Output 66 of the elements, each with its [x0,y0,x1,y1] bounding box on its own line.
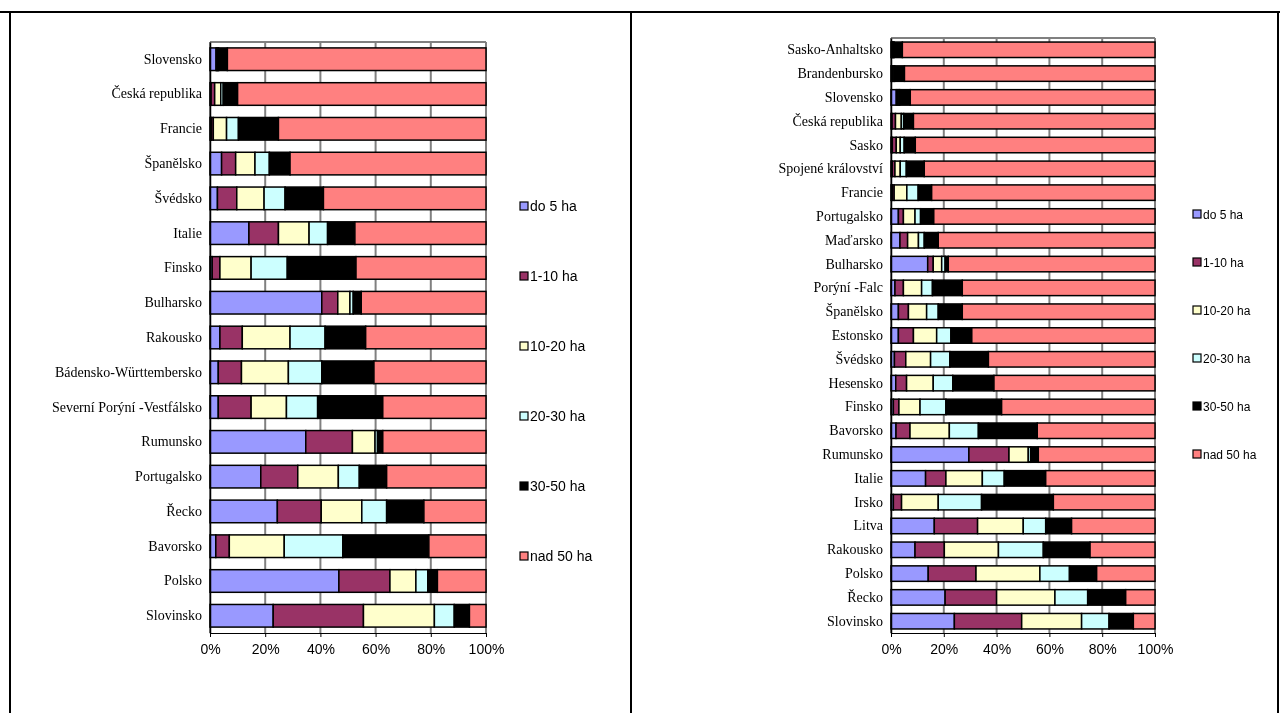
y-tick-label: Slovinsko [826,613,883,629]
y-tick-label: Řecko [847,588,883,605]
y-tick-label: Slovinsko [145,608,202,624]
y-tick-label: Irsko [854,494,883,510]
x-tick-label: 80% [1088,641,1117,657]
y-tick-label: Rakousko [827,542,883,558]
y-tick-label: Španělsko [825,303,883,320]
y-tick-label: Portugalsko [135,469,202,485]
y-tick-label: Spojené království [778,161,884,177]
x-tick-label: 100% [1137,641,1174,657]
y-tick-label: Řecko [166,502,202,519]
y-tick-label: Rumunsko [141,434,202,450]
y-tick-label: Polsko [163,573,202,589]
legend-label: 1-10 ha [530,268,578,284]
y-tick-label: Italie [173,225,202,241]
legend-label: 20-30 ha [530,408,586,424]
y-tick-label: Italie [854,470,883,486]
x-tick-label: 60% [362,641,391,657]
legend-label: do 5 ha [530,198,577,214]
y-tick-label: Švédsko [835,350,883,367]
y-tick-label: Česká republika [792,112,884,129]
legend-label: 10-20 ha [530,338,586,354]
x-tick-label: 100% [468,641,505,657]
legend-label: 20-30 ha [1203,352,1251,366]
x-tick-label: 0% [881,641,902,657]
y-tick-label: Rumunsko [822,447,883,463]
y-tick-label: Francie [160,121,202,137]
y-tick-label: Finsko [163,260,202,276]
y-tick-label: Bulharsko [825,256,883,272]
legend-label: 10-20 ha [1203,304,1251,318]
y-tick-label: Slovensko [824,89,883,105]
legend-label: 30-50 ha [1203,400,1251,414]
y-tick-label: Sasko-Anhaltsko [787,42,883,58]
y-tick-label: Hesensko [828,375,883,391]
x-tick-label: 20% [930,641,959,657]
x-tick-label: 40% [306,641,335,657]
y-tick-label: Bavorsko [148,538,202,554]
legend-label: nad 50 ha [530,548,593,564]
y-tick-label: Španělsko [144,155,202,172]
x-tick-label: 60% [1035,641,1064,657]
y-tick-label: Bádensko-Württembersko [55,364,202,380]
x-tick-label: 80% [417,641,446,657]
y-tick-label: Estonsko [831,327,883,343]
y-tick-label: Portugalsko [816,208,883,224]
y-tick-label: Česká republika [111,85,203,102]
x-tick-label: 20% [251,641,280,657]
x-tick-label: 0% [200,641,221,657]
y-tick-label: Rakousko [146,329,202,345]
y-tick-label: Maďarsko [824,232,883,248]
legend-label: 1-10 ha [1203,256,1245,270]
y-tick-label: Polsko [844,566,883,582]
y-tick-label: Porýní -Falc [813,280,883,296]
y-tick-label: Sasko [849,137,883,153]
legend-label: nad 50 ha [1203,448,1257,462]
y-tick-label: Francie [841,185,883,201]
legend-label: 30-50 ha [530,478,586,494]
y-tick-label: Litva [853,518,884,534]
y-tick-label: Bulharsko [144,295,202,311]
y-tick-label: Bavorsko [829,423,883,439]
x-tick-label: 40% [983,641,1012,657]
y-tick-label: Brandenbursko [797,66,883,82]
y-tick-label: Slovensko [143,51,202,67]
y-tick-label: Švédsko [154,189,202,206]
legend-label: do 5 ha [1203,208,1244,222]
y-tick-label: Finsko [844,399,883,415]
y-tick-label: Severní Porýní -Vestfálsko [51,399,202,415]
